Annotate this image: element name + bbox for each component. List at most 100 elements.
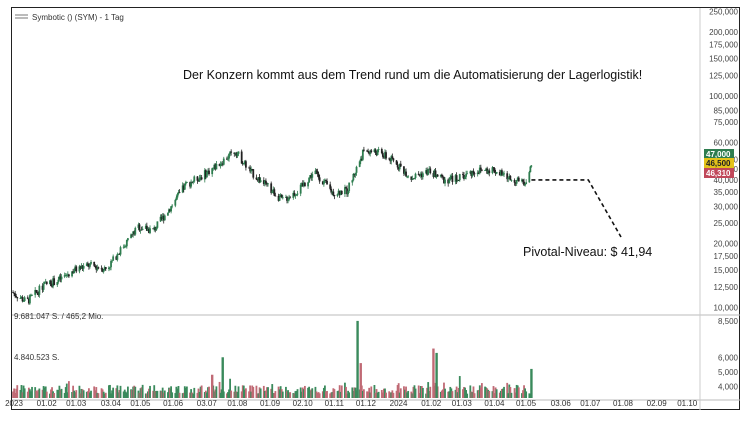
y-tick-label: 75,000 [714, 118, 739, 127]
volume-bar [390, 392, 393, 398]
volume-bar [12, 391, 14, 398]
candle-body [79, 266, 82, 269]
candle-body [354, 172, 357, 176]
volume-bar [528, 393, 531, 398]
volume-bar [119, 385, 122, 398]
candle-body [352, 173, 355, 181]
volume-bar [524, 388, 527, 398]
volume-bar [53, 393, 56, 398]
badge-low [704, 168, 734, 178]
candle-body [289, 197, 292, 199]
candle-body [508, 175, 511, 178]
candle-body [510, 179, 513, 181]
volume-bar [466, 393, 469, 398]
candle-body [198, 177, 201, 182]
candle-body [203, 170, 206, 180]
candle-body [469, 171, 472, 174]
volume-bar [458, 376, 461, 398]
x-tick-label: 01.08 [227, 399, 248, 408]
x-tick-label: 01.06 [163, 399, 184, 408]
y-tick-label: 150,000 [709, 55, 738, 64]
candle-body [359, 158, 362, 162]
volume-bar [155, 390, 158, 398]
volume-bar [81, 389, 84, 398]
candle-body [448, 179, 451, 184]
volume-bar [102, 391, 105, 398]
candle-body [397, 167, 400, 170]
volume-bar [272, 393, 275, 398]
volume-bar [108, 385, 110, 398]
volume-bar [296, 389, 299, 398]
candle-body [495, 171, 498, 174]
candle-body [299, 184, 302, 194]
candle-body [478, 167, 481, 174]
volume-spike [221, 357, 224, 398]
candle-body [270, 183, 273, 193]
volume-bar [469, 385, 472, 398]
volume-bar [451, 391, 454, 398]
volume-bar [412, 386, 415, 398]
candle-body [485, 168, 488, 171]
candle-body [119, 247, 122, 255]
candle-body [240, 151, 243, 164]
candle-body [278, 197, 281, 201]
candle-body [524, 184, 527, 186]
badge-mid-text: 46,500 [706, 159, 731, 168]
candle-body [442, 176, 444, 178]
volume-bar [229, 378, 231, 398]
candle-body [481, 169, 483, 171]
candle-body [530, 165, 533, 167]
volume-bar [488, 391, 491, 398]
volume-bar [439, 391, 442, 398]
candle-body [82, 265, 85, 269]
x-tick-label: 01.05 [516, 399, 537, 408]
candle-body [479, 167, 482, 170]
volume-bar [228, 389, 230, 398]
candle-body [353, 173, 356, 176]
volume-bar [509, 387, 512, 398]
candle-body [494, 172, 497, 174]
legend-lines-icon [15, 14, 28, 19]
volume-bar [103, 393, 106, 398]
volume-bar [521, 393, 523, 398]
volume-bar [133, 385, 136, 398]
volume-bar [311, 388, 314, 398]
candle-body [59, 276, 62, 280]
volume-bar [74, 392, 77, 398]
candle-body [230, 151, 233, 153]
volume-bar [250, 391, 253, 398]
volume-bar [345, 386, 347, 398]
candle-body [420, 173, 423, 178]
candle-body [436, 174, 439, 177]
volume-bar [286, 391, 288, 398]
volume-bar [346, 393, 348, 398]
volume-bar [271, 384, 274, 398]
candle-body [439, 174, 442, 177]
volume-bar [413, 385, 416, 398]
volume-bar [514, 392, 517, 398]
candle-body [64, 275, 67, 276]
candle-body [463, 175, 465, 179]
candle-body [90, 261, 92, 264]
volume-bar [262, 385, 265, 398]
volume-bar [237, 386, 240, 398]
candle-body [506, 173, 509, 180]
volume-bar [348, 392, 351, 398]
volume-bar [465, 390, 468, 398]
candle-body [26, 297, 29, 299]
candle-body [337, 190, 340, 195]
candle-body [204, 170, 207, 178]
candle-body [309, 175, 312, 178]
candle-body [206, 171, 208, 178]
candle-body [450, 175, 453, 178]
candle-body [181, 185, 184, 193]
x-tick-label: 03.07 [197, 399, 218, 408]
candle-body [428, 168, 431, 170]
candle-body [266, 183, 268, 185]
candle-body [139, 229, 142, 231]
volume-bar [147, 391, 149, 398]
candle-body [20, 297, 23, 299]
candle-body [85, 263, 88, 266]
candle-body [374, 149, 377, 153]
